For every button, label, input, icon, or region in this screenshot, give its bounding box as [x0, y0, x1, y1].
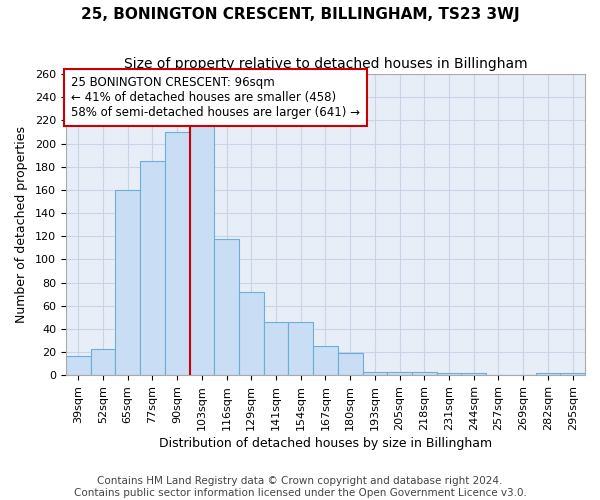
Bar: [437, 373, 461, 375]
Bar: [560, 373, 585, 375]
Bar: [91, 348, 115, 375]
Bar: [387, 372, 412, 375]
Title: Size of property relative to detached houses in Billingham: Size of property relative to detached ho…: [124, 58, 527, 71]
Bar: [362, 372, 387, 375]
Bar: [190, 126, 214, 375]
Bar: [289, 322, 313, 375]
Bar: [338, 353, 362, 375]
Bar: [115, 190, 140, 375]
Bar: [165, 132, 190, 375]
Bar: [263, 322, 289, 375]
Bar: [214, 238, 239, 375]
Bar: [313, 346, 338, 375]
Bar: [140, 161, 165, 375]
Text: 25 BONINGTON CRESCENT: 96sqm
← 41% of detached houses are smaller (458)
58% of s: 25 BONINGTON CRESCENT: 96sqm ← 41% of de…: [71, 76, 360, 120]
Text: Contains HM Land Registry data © Crown copyright and database right 2024.
Contai: Contains HM Land Registry data © Crown c…: [74, 476, 526, 498]
Bar: [461, 373, 486, 375]
Bar: [536, 373, 560, 375]
Bar: [239, 292, 263, 375]
Y-axis label: Number of detached properties: Number of detached properties: [15, 126, 28, 323]
Bar: [66, 356, 91, 375]
Text: 25, BONINGTON CRESCENT, BILLINGHAM, TS23 3WJ: 25, BONINGTON CRESCENT, BILLINGHAM, TS23…: [80, 8, 520, 22]
X-axis label: Distribution of detached houses by size in Billingham: Distribution of detached houses by size …: [159, 437, 492, 450]
Bar: [412, 372, 437, 375]
